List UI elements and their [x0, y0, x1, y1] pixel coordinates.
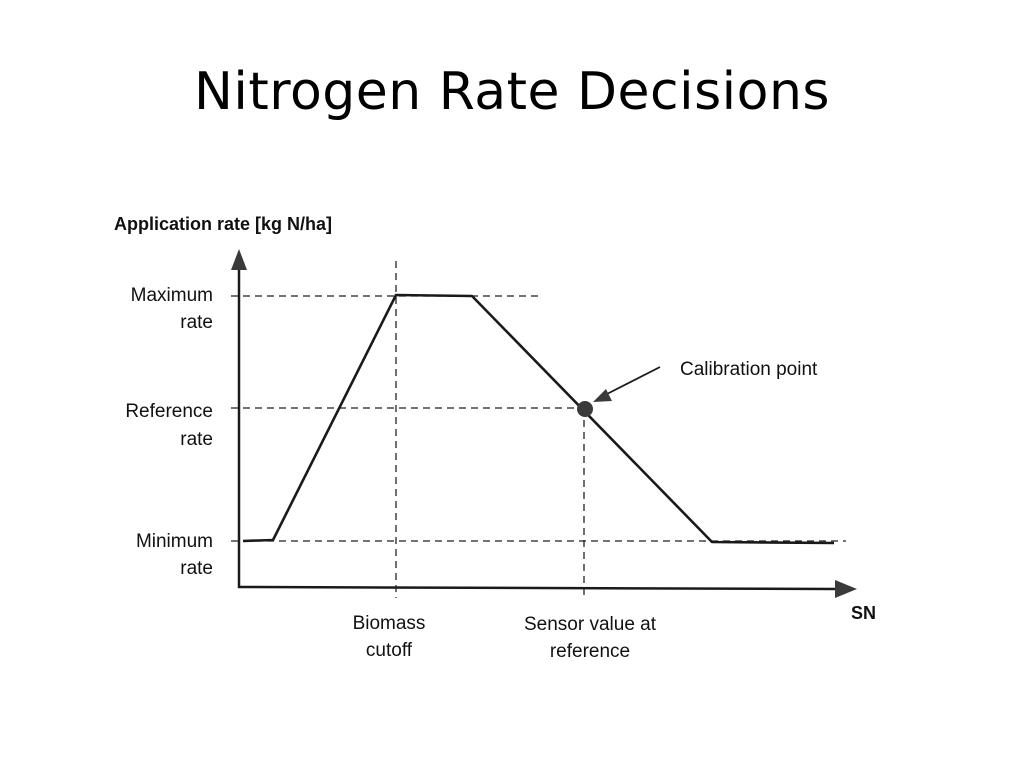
- y-axis-title: Application rate [kg N/ha]: [114, 214, 332, 234]
- rate-curve: [242, 293, 835, 545]
- calibration-point-label: Calibration point: [680, 359, 818, 380]
- x-axis-arrowhead: [835, 580, 857, 598]
- sensor-reference-label-line2: reference: [550, 641, 630, 662]
- callout-arrowhead: [593, 389, 612, 402]
- y-axis-arrowhead: [231, 249, 247, 270]
- x-axis: [237, 585, 837, 591]
- calibration-point: [577, 401, 593, 417]
- biomass-cutoff-label-line1: Biomass: [353, 613, 426, 634]
- min-rate-label-line2: rate: [180, 558, 213, 579]
- slide-title: Nitrogen Rate Decisions: [193, 62, 830, 122]
- x-axis-title: SN: [851, 603, 876, 623]
- sensor-reference-label-line1: Sensor value at: [524, 614, 657, 635]
- reference-rate-label-line2: rate: [180, 429, 213, 450]
- min-rate-label-line1: Minimum: [136, 531, 213, 552]
- max-rate-label-line2: rate: [180, 312, 213, 333]
- biomass-cutoff-label-line2: cutoff: [366, 640, 413, 661]
- reference-rate-label-line1: Reference: [125, 401, 213, 422]
- max-rate-label-line1: Maximum: [131, 285, 213, 306]
- callout-arrow-line: [604, 366, 661, 396]
